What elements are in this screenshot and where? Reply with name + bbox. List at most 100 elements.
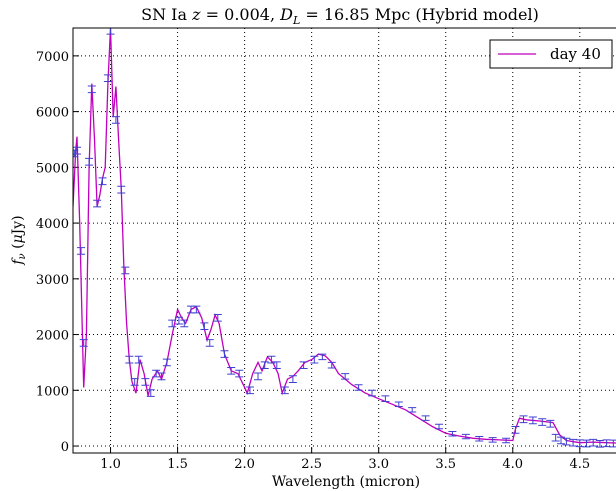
error-bar [569,438,578,447]
x-tick-label: 4.5 [569,457,590,472]
frame [72,27,616,454]
x-tick-label: 4.0 [502,457,523,472]
error-bar [141,378,150,386]
chart-title: SN Ia z = 0.004, DL = 16.85 Mpc (Hybrid … [141,5,539,27]
y-tick-label: 1000 [36,384,69,399]
x-tick-label: 2.5 [301,457,322,472]
title-part: = 16.85 Mpc (Hybrid model) [300,5,539,24]
x-tick-label: 1.0 [100,457,121,472]
error-bar [245,386,254,395]
error-bar [582,439,591,448]
error-bar [106,28,115,35]
error-bar [205,339,214,347]
title-part: D [279,5,293,24]
y-tick-label: 3000 [36,273,69,288]
error-bar [562,437,571,446]
error-bar [73,146,82,155]
error-bar [227,366,236,375]
error-bar [213,313,222,322]
y-tick-label: 4000 [36,217,69,232]
error-bar [152,369,161,378]
error-bar [267,355,276,364]
error-bar [435,423,444,430]
error-bar [538,418,547,426]
error-bar [327,361,336,369]
error-bar [220,350,229,358]
y-tick-label: 2000 [36,329,69,344]
y-axis-label: fν (μJy) [10,215,28,265]
error-bar [528,416,537,425]
error-bar [575,439,584,448]
error-bar [79,339,88,347]
y-tick-label: 0 [61,440,69,455]
x-axis-label: Wavelength (micron) [272,474,420,490]
error-bar [519,415,528,424]
title-part: = 0.004, [201,5,281,24]
y-label-part: ν [17,253,28,259]
error-bar [310,355,319,364]
x-tick-label: 3.0 [368,457,389,472]
y-label-part: Jy) [10,215,26,236]
y-tick-label: 5000 [36,161,69,176]
x-tick-label: 1.5 [167,457,188,472]
error-bar [602,439,611,448]
error-bar [502,437,511,444]
error-bar [87,85,96,94]
y-label-part: f [10,257,26,266]
error-bar [461,433,470,440]
error-bar [288,375,297,383]
error-bar [595,439,604,448]
error-bar [146,389,155,397]
x-tick-label: 3.5 [435,457,456,472]
error-bar [98,177,107,186]
title-part: L [292,14,300,27]
y-label-part: μ [10,234,26,243]
title-part: z [191,5,201,24]
error-bar [168,319,177,328]
error-bar [93,199,102,208]
error-bar [103,74,112,83]
error-bar [200,322,209,331]
error-bar [589,438,598,447]
error-bar [174,316,183,325]
error-bar [192,305,201,314]
error-bar [254,372,263,381]
error-bar [421,415,430,421]
legend-label: day 40 [550,45,601,63]
error-bar [511,426,520,434]
error-bar [299,361,308,370]
error-bar [186,305,195,314]
error-bar [551,433,560,442]
error-bar [260,361,269,370]
error-bar [280,386,289,395]
error-bar [341,373,350,380]
error-bar [318,353,327,361]
error-bar [546,419,555,428]
error-bar [77,247,86,255]
error-bar [162,358,171,367]
error-bar [130,378,139,386]
error-bar [157,372,166,381]
y-tick-label: 6000 [36,106,69,121]
error-bar [354,384,363,391]
error-bar [448,431,457,437]
y-tick-label: 7000 [36,50,69,65]
error-bar [272,361,281,370]
spectrum-line [73,28,616,444]
error-bar [235,369,244,378]
y-label-part: ( [10,243,26,253]
error-bar [85,157,94,166]
error-bar [121,266,130,275]
error-bar [367,389,376,397]
error-bar [134,355,143,364]
error-bar [180,319,189,328]
error-bar [111,116,120,124]
error-bar [381,395,390,402]
error-bar [475,436,484,442]
title-part: SN Ia [141,5,192,24]
error-bar [488,437,497,443]
error-bar [408,407,417,413]
error-bar [125,355,134,364]
x-tick-label: 2.0 [234,457,255,472]
